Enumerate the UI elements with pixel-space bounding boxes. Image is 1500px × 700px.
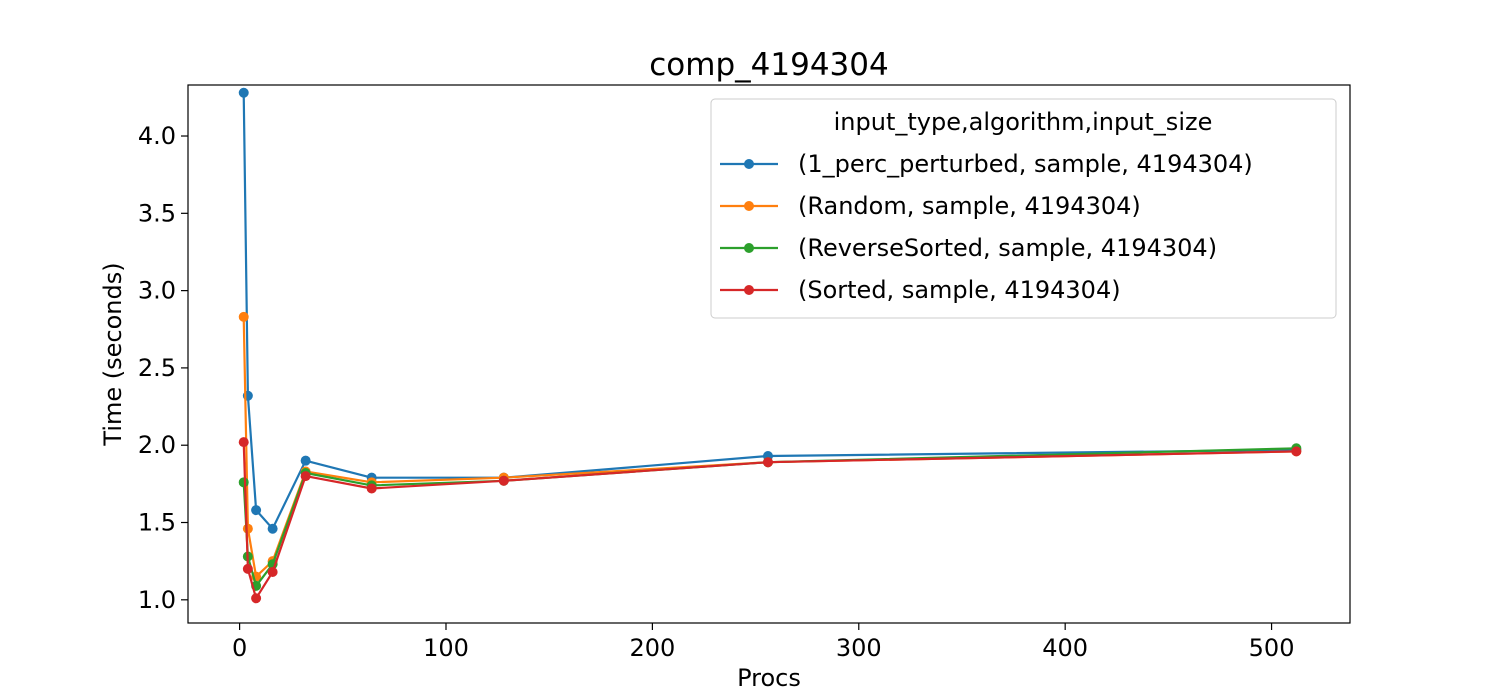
legend-label: (ReverseSorted, sample, 4194304) (798, 234, 1217, 262)
chart-title: comp_4194304 (649, 47, 888, 83)
legend-swatch-marker (744, 285, 754, 295)
x-axis-label: Procs (737, 664, 801, 692)
data-point (251, 505, 262, 516)
legend-item: (Sorted, sample, 4194304) (720, 276, 1121, 304)
legend-swatch-marker (744, 159, 754, 169)
legend-title: input_type,algorithm,input_size (834, 108, 1213, 136)
data-point (366, 483, 377, 494)
data-point (242, 523, 253, 534)
series-line (242, 447, 1297, 588)
data-point (238, 87, 249, 98)
y-tick-label: 2.0 (138, 431, 176, 459)
data-point (267, 523, 278, 534)
plot-area: 0 100 200 300 400 500 1.0 1.5 2.0 2.5 3.0 3.5 4.0 (138, 84, 1351, 662)
plot-frame (187, 84, 1351, 624)
data-point (267, 566, 278, 577)
x-tick-label: 200 (629, 634, 675, 662)
series-line (242, 316, 1297, 578)
y-tick-label: 3.0 (138, 277, 176, 305)
legend-items: (1_perc_perturbed, sample, 4194304) (Rand… (720, 150, 1253, 304)
y-tick-label: 3.5 (138, 199, 176, 227)
data-point (300, 471, 311, 482)
legend-item: (1_perc_perturbed, sample, 4194304) (720, 150, 1253, 178)
legend-item: (ReverseSorted, sample, 4194304) (720, 234, 1217, 262)
x-tick-label: 0 (232, 634, 247, 662)
x-tick-label: 300 (836, 634, 882, 662)
y-tick-label: 2.5 (138, 354, 176, 382)
data-point (762, 457, 773, 468)
data-point (238, 437, 249, 448)
series-layer (238, 87, 1302, 604)
x-axis: 0 100 200 300 400 500 (232, 623, 1295, 662)
data-point (1291, 446, 1302, 457)
legend-label: (Random, sample, 4194304) (798, 192, 1141, 220)
y-axis-label: Time (seconds) (99, 262, 127, 446)
series-2 (238, 311, 1302, 582)
y-tick-label: 1.0 (138, 586, 176, 614)
data-point (300, 455, 311, 466)
x-tick-label: 100 (423, 634, 469, 662)
data-point (498, 475, 509, 486)
legend-item: (Random, sample, 4194304) (720, 192, 1141, 220)
y-tick-label: 4.0 (138, 122, 176, 150)
legend-swatch-marker (744, 243, 754, 253)
y-tick-label: 1.5 (138, 509, 176, 537)
legend-label: (Sorted, sample, 4194304) (798, 276, 1121, 304)
data-point (238, 311, 249, 322)
legend-frame (710, 98, 1337, 319)
legend: input_type,algorithm,input_size (1_perc_… (710, 98, 1337, 319)
x-tick-label: 500 (1249, 634, 1295, 662)
series-4 (238, 437, 1302, 604)
data-point (238, 477, 249, 488)
legend-swatch-marker (744, 201, 754, 211)
y-axis: 1.0 1.5 2.0 2.5 3.0 3.5 4.0 (138, 122, 188, 614)
data-point (251, 593, 262, 604)
legend-label: (1_perc_perturbed, sample, 4194304) (798, 150, 1253, 178)
data-point (242, 563, 253, 574)
x-tick-label: 400 (1042, 634, 1088, 662)
